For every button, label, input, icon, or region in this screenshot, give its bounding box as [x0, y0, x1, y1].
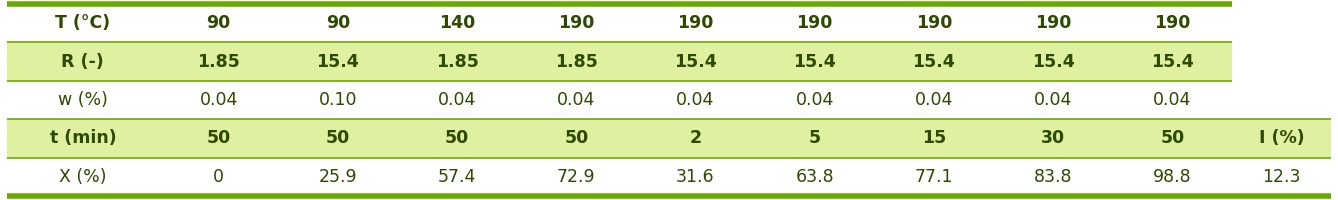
Text: 0.10: 0.10 [318, 91, 357, 109]
Text: 15.4: 15.4 [1151, 53, 1193, 71]
Text: 90: 90 [206, 14, 230, 32]
Text: 77.1: 77.1 [915, 168, 953, 186]
Bar [7, 81, 1232, 119]
Text: 0.04: 0.04 [796, 91, 834, 109]
Text: 140: 140 [439, 14, 475, 32]
Bar [7, 158, 1232, 196]
Text: 15: 15 [922, 129, 946, 147]
Text: 63.8: 63.8 [795, 168, 834, 186]
Text: 30: 30 [1041, 129, 1065, 147]
Text: 90: 90 [325, 14, 351, 32]
Text: 15.4: 15.4 [793, 53, 836, 71]
Text: 15.4: 15.4 [913, 53, 955, 71]
Text: 190: 190 [558, 14, 594, 32]
Text: 25.9: 25.9 [318, 168, 357, 186]
Text: 15.4: 15.4 [674, 53, 717, 71]
Text: 0.04: 0.04 [676, 91, 714, 109]
Text: 0.04: 0.04 [1153, 91, 1192, 109]
Text: 190: 190 [1036, 14, 1072, 32]
Bar [7, 42, 1232, 81]
Text: w (%): w (%) [58, 91, 108, 109]
Bar [7, 119, 1232, 158]
Text: I (%): I (%) [1259, 129, 1305, 147]
Text: 50: 50 [206, 129, 230, 147]
Text: 50: 50 [1160, 129, 1184, 147]
Text: 50: 50 [325, 129, 351, 147]
Text: 1.85: 1.85 [555, 53, 598, 71]
Text: 12.3: 12.3 [1262, 168, 1301, 186]
Text: 0.04: 0.04 [915, 91, 953, 109]
Text: 50: 50 [446, 129, 470, 147]
Text: 31.6: 31.6 [676, 168, 714, 186]
Text: t (min): t (min) [50, 129, 116, 147]
Text: 190: 190 [796, 14, 832, 32]
Text: 98.8: 98.8 [1153, 168, 1192, 186]
Text: X (%): X (%) [59, 168, 107, 186]
Text: 83.8: 83.8 [1034, 168, 1072, 186]
Text: 1.85: 1.85 [436, 53, 479, 71]
Bar [1232, 158, 1331, 196]
Text: 15.4: 15.4 [1032, 53, 1074, 71]
Text: 2: 2 [689, 129, 701, 147]
Text: 72.9: 72.9 [557, 168, 595, 186]
Bar [7, 4, 1232, 42]
Text: T (°C): T (°C) [55, 14, 111, 32]
Text: 50: 50 [565, 129, 589, 147]
Text: 0: 0 [213, 168, 225, 186]
Text: 5: 5 [808, 129, 820, 147]
Text: 190: 190 [915, 14, 953, 32]
Text: 0.04: 0.04 [199, 91, 238, 109]
Text: 57.4: 57.4 [438, 168, 476, 186]
Text: 0.04: 0.04 [557, 91, 595, 109]
Text: 0.04: 0.04 [438, 91, 476, 109]
Text: 0.04: 0.04 [1034, 91, 1072, 109]
Bar [1232, 119, 1331, 158]
Text: R (-): R (-) [62, 53, 104, 71]
Text: 15.4: 15.4 [317, 53, 359, 71]
Text: 190: 190 [677, 14, 713, 32]
Text: 1.85: 1.85 [197, 53, 240, 71]
Text: 190: 190 [1155, 14, 1191, 32]
